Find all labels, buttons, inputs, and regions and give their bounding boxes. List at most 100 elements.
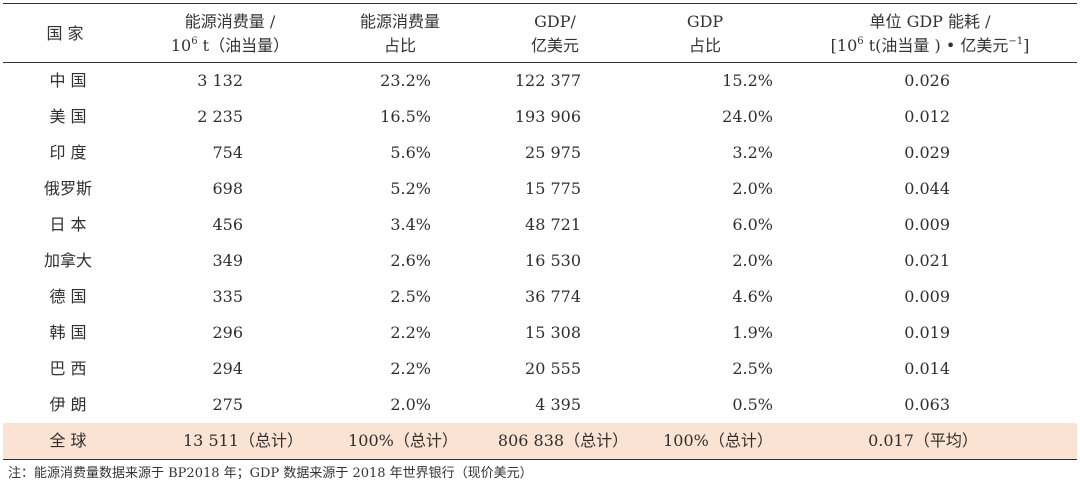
cell-energy-share: 16.5% xyxy=(380,107,431,126)
cell-gdp-share: 0.5% xyxy=(732,395,773,414)
cell-energy-share: 2.2% xyxy=(390,359,431,378)
cell-country: 俄罗斯 xyxy=(43,179,92,198)
cell-country: 日 本 xyxy=(49,215,87,234)
header-intensity-line2: [106 t(油当量 ) • 亿美元−1] xyxy=(831,34,1030,58)
cell-intensity: 0.026 xyxy=(904,71,950,90)
cell-energy: 294 xyxy=(212,359,243,378)
cell-gdp-share: 3.2% xyxy=(732,143,773,162)
cell-country-total: 全 球 xyxy=(49,431,87,450)
header-energy-sup: 6 xyxy=(191,35,198,47)
header-intensity: 单位 GDP 能耗 / [106 t(油当量 ) • 亿美元−1] xyxy=(800,6,1060,62)
cell-energy: 456 xyxy=(212,215,243,234)
header-separator-rule xyxy=(3,62,1077,63)
cell-country: 巴 西 xyxy=(49,359,87,378)
header-gdp-line2: 亿美元 xyxy=(530,36,579,55)
header-intensity-sup: 6 xyxy=(857,35,864,47)
table-row: 伊 朗 275 2.0% 4 395 0.5% 0.063 xyxy=(3,387,1077,423)
cell-intensity: 0.019 xyxy=(904,323,950,342)
table-row: 印 度 754 5.6% 25 975 3.2% 0.029 xyxy=(3,135,1077,171)
header-gdp: GDP/ 亿美元 xyxy=(490,6,620,62)
header-intensity-line1: 单位 GDP 能耗 / xyxy=(869,12,991,31)
cell-gdp: 16 530 xyxy=(525,251,581,270)
cell-energy: 3 132 xyxy=(197,71,243,90)
cell-energy: 698 xyxy=(212,179,243,198)
cell-energy-share: 3.4% xyxy=(390,215,431,234)
cell-intensity: 0.012 xyxy=(904,107,950,126)
header-intensity-part-c: ] xyxy=(1023,36,1030,55)
table-row: 巴 西 294 2.2% 20 555 2.5% 0.014 xyxy=(3,351,1077,387)
cell-country: 美 国 xyxy=(49,107,87,126)
cell-gdp: 25 975 xyxy=(525,143,581,162)
cell-energy: 335 xyxy=(212,287,243,306)
cell-energy-share: 5.2% xyxy=(390,179,431,198)
cell-energy: 275 xyxy=(212,395,243,414)
cell-country: 韩 国 xyxy=(49,323,87,342)
cell-gdp-share-total: 100%（总计） xyxy=(663,431,773,450)
header-eshare-line1: 能源消费量 xyxy=(359,12,440,31)
header-energy-base: 10 xyxy=(170,36,192,55)
cell-energy-share-total: 100%（总计） xyxy=(348,431,458,450)
header-gshare-line1: GDP xyxy=(686,12,724,31)
table-row: 韩 国 296 2.2% 15 308 1.9% 0.019 xyxy=(3,315,1077,351)
table-row: 德 国 335 2.5% 36 774 4.6% 0.009 xyxy=(3,279,1077,315)
cell-gdp: 193 906 xyxy=(514,107,581,126)
cell-intensity-average: 0.017（平均） xyxy=(868,431,978,450)
cell-energy-share: 23.2% xyxy=(380,71,431,90)
table-row: 美 国 2 235 16.5% 193 906 24.0% 0.012 xyxy=(3,99,1077,135)
header-country-label: 国 家 xyxy=(46,24,84,43)
cell-country: 德 国 xyxy=(49,287,87,306)
cell-gdp-share: 2.5% xyxy=(732,359,773,378)
cell-gdp-share: 4.6% xyxy=(732,287,773,306)
table-bottom-rule xyxy=(3,459,1077,460)
header-country: 国 家 xyxy=(25,6,105,62)
cell-gdp-share: 1.9% xyxy=(732,323,773,342)
cell-intensity: 0.029 xyxy=(904,143,950,162)
cell-intensity: 0.009 xyxy=(904,215,950,234)
table-row: 俄罗斯 698 5.2% 15 775 2.0% 0.044 xyxy=(3,171,1077,207)
cell-energy: 296 xyxy=(212,323,243,342)
header-gshare-line2: 占比 xyxy=(688,36,721,55)
header-intensity-part-a: [10 xyxy=(830,36,858,55)
cell-energy-share: 2.6% xyxy=(390,251,431,270)
header-intensity-part-b: t(油当量 ) • 亿美元 xyxy=(863,36,1009,55)
cell-gdp: 15 775 xyxy=(525,179,581,198)
header-energy: 能源消费量 / 106 t（油当量） xyxy=(140,6,320,62)
cell-gdp: 4 395 xyxy=(535,395,581,414)
cell-gdp: 36 774 xyxy=(525,287,581,306)
cell-energy-total: 13 511（总计） xyxy=(183,431,303,450)
cell-energy-share: 2.2% xyxy=(390,323,431,342)
cell-energy-share: 2.0% xyxy=(390,395,431,414)
cell-gdp-share: 24.0% xyxy=(722,107,773,126)
header-energy-line2: 106 t（油当量） xyxy=(171,34,289,58)
table-row: 中 国 3 132 23.2% 122 377 15.2% 0.026 xyxy=(3,63,1077,99)
cell-gdp-share: 2.0% xyxy=(732,251,773,270)
cell-gdp: 15 308 xyxy=(525,323,581,342)
cell-gdp-share: 2.0% xyxy=(732,179,773,198)
cell-intensity: 0.063 xyxy=(904,395,950,414)
cell-energy-share: 2.5% xyxy=(390,287,431,306)
cell-country: 中 国 xyxy=(49,71,87,90)
header-eshare-line2: 占比 xyxy=(383,36,416,55)
table-row: 加拿大 349 2.6% 16 530 2.0% 0.021 xyxy=(3,243,1077,279)
cell-intensity: 0.044 xyxy=(904,179,950,198)
cell-country: 加拿大 xyxy=(43,251,92,270)
cell-gdp: 122 377 xyxy=(514,71,581,90)
header-intensity-sup2: −1 xyxy=(1008,35,1024,47)
cell-country: 伊 朗 xyxy=(49,395,87,414)
cell-energy: 2 235 xyxy=(197,107,243,126)
cell-energy: 349 xyxy=(212,251,243,270)
header-gdp-line1: GDP/ xyxy=(534,12,576,31)
header-energy-share: 能源消费量 占比 xyxy=(330,6,470,62)
table-row-total: 全 球 13 511（总计） 100%（总计） 806 838（总计） 100%… xyxy=(3,423,1077,459)
cell-intensity: 0.021 xyxy=(904,251,950,270)
cell-country: 印 度 xyxy=(49,143,87,162)
cell-intensity: 0.014 xyxy=(904,359,950,378)
cell-gdp-total: 806 838（总计） xyxy=(497,431,629,450)
cell-intensity: 0.009 xyxy=(904,287,950,306)
cell-energy-share: 5.6% xyxy=(390,143,431,162)
header-energy-line1: 能源消费量 / xyxy=(184,12,276,31)
table-top-rule xyxy=(3,3,1077,4)
table-row: 日 本 456 3.4% 48 721 6.0% 0.009 xyxy=(3,207,1077,243)
cell-gdp: 48 721 xyxy=(525,215,581,234)
header-gdp-share: GDP 占比 xyxy=(645,6,765,62)
